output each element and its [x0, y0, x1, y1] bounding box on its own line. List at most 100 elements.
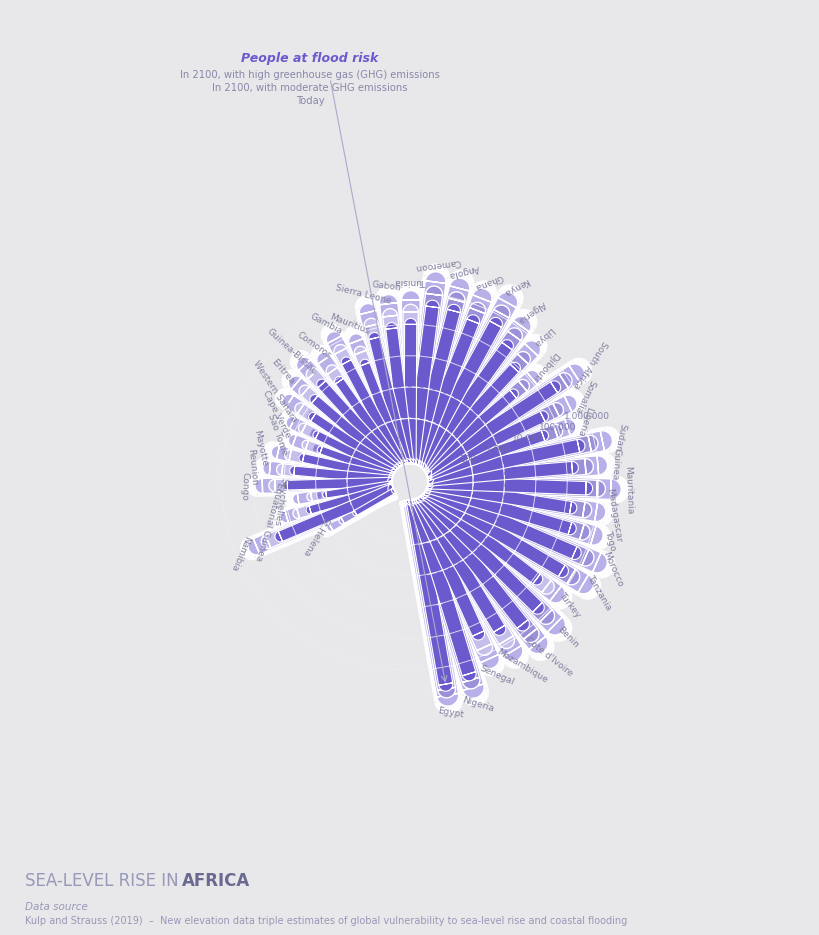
- Circle shape: [450, 570, 454, 573]
- Circle shape: [464, 600, 467, 603]
- Polygon shape: [421, 381, 560, 477]
- Circle shape: [369, 439, 372, 443]
- Circle shape: [308, 484, 311, 488]
- Circle shape: [334, 493, 337, 496]
- Polygon shape: [263, 461, 392, 487]
- Circle shape: [355, 385, 358, 388]
- Circle shape: [353, 501, 356, 504]
- Circle shape: [311, 430, 314, 433]
- Polygon shape: [401, 272, 446, 465]
- Text: 10.000: 10.000: [512, 434, 543, 443]
- Circle shape: [347, 460, 351, 463]
- Circle shape: [319, 459, 323, 462]
- Polygon shape: [299, 385, 400, 474]
- Circle shape: [352, 397, 355, 400]
- Circle shape: [387, 459, 389, 462]
- Circle shape: [332, 412, 335, 415]
- Text: Gabon: Gabon: [371, 280, 401, 292]
- Circle shape: [378, 491, 381, 494]
- Circle shape: [396, 453, 399, 455]
- Circle shape: [366, 446, 369, 449]
- Polygon shape: [317, 446, 394, 480]
- Polygon shape: [313, 431, 396, 477]
- Polygon shape: [427, 456, 607, 490]
- Circle shape: [372, 438, 375, 440]
- Text: Guinea-Bissau: Guinea-Bissau: [265, 327, 319, 377]
- Polygon shape: [263, 441, 394, 488]
- Circle shape: [433, 542, 437, 545]
- Polygon shape: [360, 359, 408, 467]
- Text: Mauritania: Mauritania: [622, 466, 634, 514]
- Polygon shape: [284, 475, 393, 509]
- Circle shape: [285, 485, 287, 488]
- Polygon shape: [379, 295, 416, 465]
- Polygon shape: [413, 484, 572, 642]
- Circle shape: [460, 602, 463, 605]
- Circle shape: [410, 416, 414, 420]
- Polygon shape: [420, 389, 518, 474]
- Polygon shape: [418, 489, 544, 614]
- Circle shape: [379, 479, 382, 482]
- Circle shape: [319, 462, 322, 465]
- Circle shape: [477, 630, 481, 633]
- Text: 100: 100: [459, 455, 477, 465]
- Polygon shape: [354, 346, 409, 467]
- Circle shape: [395, 389, 398, 392]
- Polygon shape: [418, 370, 539, 476]
- Polygon shape: [292, 479, 392, 504]
- Polygon shape: [282, 395, 399, 478]
- Polygon shape: [420, 482, 593, 594]
- Polygon shape: [260, 482, 396, 549]
- Polygon shape: [419, 364, 584, 481]
- Polygon shape: [289, 350, 406, 476]
- Polygon shape: [382, 309, 414, 465]
- Polygon shape: [406, 496, 479, 689]
- Circle shape: [332, 452, 334, 454]
- Circle shape: [531, 577, 534, 581]
- Circle shape: [463, 566, 466, 568]
- Polygon shape: [288, 435, 395, 482]
- Circle shape: [406, 416, 410, 420]
- Circle shape: [310, 433, 314, 436]
- Polygon shape: [418, 479, 600, 600]
- Circle shape: [368, 408, 370, 410]
- Text: People at flood risk: People at flood risk: [241, 52, 378, 65]
- Circle shape: [344, 499, 347, 503]
- Polygon shape: [423, 413, 583, 487]
- Polygon shape: [425, 430, 548, 481]
- Circle shape: [391, 359, 395, 362]
- Polygon shape: [423, 474, 611, 550]
- Circle shape: [305, 508, 308, 511]
- Circle shape: [370, 385, 373, 388]
- Polygon shape: [423, 403, 563, 481]
- Text: Kulp and Strauss (2019)  –  New elevation data triple estimates of global vulner: Kulp and Strauss (2019) – New elevation …: [25, 916, 627, 926]
- Circle shape: [329, 515, 333, 518]
- Polygon shape: [410, 492, 523, 661]
- Polygon shape: [422, 479, 607, 573]
- Circle shape: [388, 393, 391, 396]
- Circle shape: [347, 438, 350, 440]
- Circle shape: [371, 406, 373, 409]
- Circle shape: [375, 338, 378, 340]
- Polygon shape: [418, 485, 564, 603]
- Circle shape: [480, 595, 483, 597]
- Polygon shape: [319, 483, 398, 538]
- Polygon shape: [326, 332, 408, 469]
- Text: Turkey: Turkey: [557, 590, 581, 619]
- Polygon shape: [426, 478, 576, 514]
- Polygon shape: [405, 284, 523, 472]
- Polygon shape: [348, 334, 410, 468]
- Circle shape: [360, 471, 363, 474]
- Circle shape: [333, 490, 337, 494]
- Circle shape: [352, 421, 355, 424]
- Polygon shape: [326, 365, 404, 470]
- Circle shape: [403, 418, 405, 421]
- Polygon shape: [295, 403, 398, 477]
- Polygon shape: [425, 435, 597, 486]
- Circle shape: [314, 445, 317, 448]
- Circle shape: [307, 415, 310, 418]
- Polygon shape: [398, 264, 450, 466]
- Polygon shape: [425, 481, 576, 535]
- Circle shape: [402, 448, 405, 451]
- Circle shape: [321, 381, 324, 384]
